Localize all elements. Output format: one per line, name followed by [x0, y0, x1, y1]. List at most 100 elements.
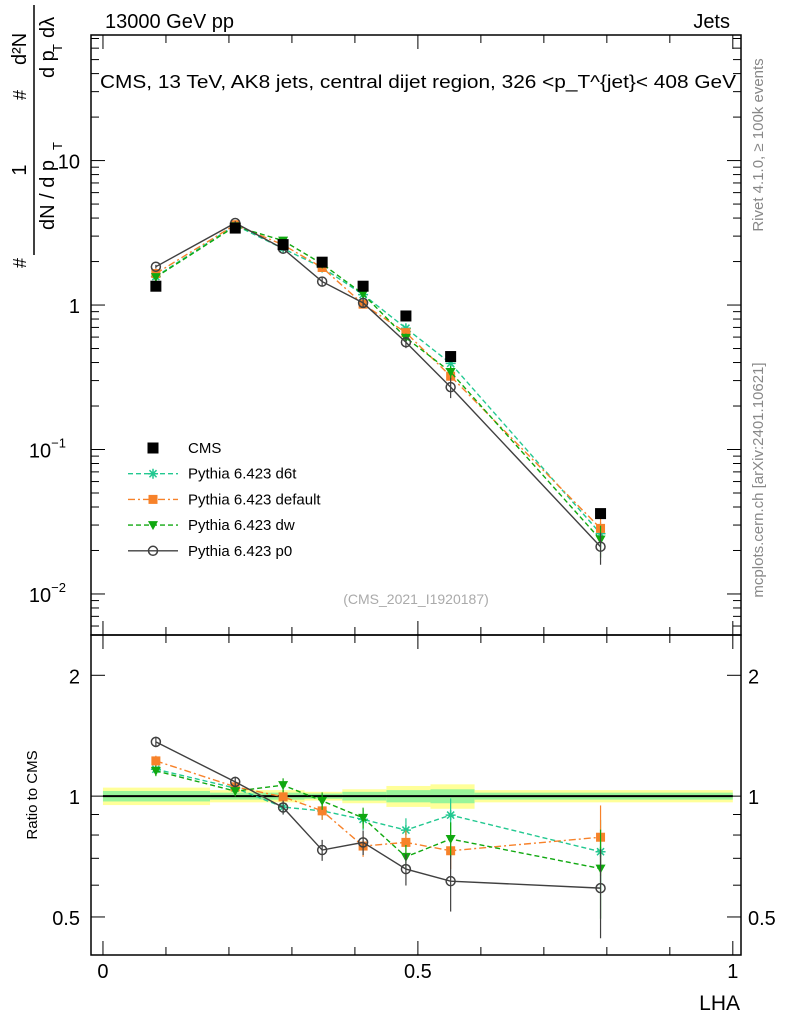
legend-marker	[148, 521, 158, 531]
y-label-hash: #	[10, 90, 30, 100]
data-point-cms	[595, 508, 607, 520]
data-point-dw	[278, 781, 289, 791]
x-tick-label: 0.5	[404, 961, 432, 983]
data-point-default	[278, 792, 288, 802]
legend-label: Pythia 6.423 default	[188, 491, 321, 508]
legend-marker	[148, 468, 158, 479]
y-label-num2: d²N	[9, 33, 31, 65]
data-point-cms	[150, 280, 162, 292]
y-label-lambda: dλ	[37, 17, 59, 38]
y-tick-label: 10−1	[29, 436, 66, 463]
ratio-frame	[90, 634, 742, 956]
y-label-one: 1	[9, 164, 31, 175]
y-label-den1: dN / d p	[37, 160, 59, 230]
data-point-dw	[445, 367, 456, 377]
data-point-default	[317, 806, 327, 816]
legend-marker	[148, 494, 158, 504]
series-line-default	[155, 223, 602, 529]
y-tick-label: 10−2	[29, 580, 66, 607]
y-label-den2: d p	[37, 50, 59, 78]
data-point-p0	[316, 276, 328, 287]
series-line-p0	[155, 222, 602, 548]
legend-entry: Pythia 6.423 dw	[128, 517, 295, 534]
series-d6t-ratio	[150, 764, 606, 891]
data-point-p0	[229, 776, 241, 788]
data-point-cms	[400, 310, 412, 322]
y-tick-exponent: −1	[51, 436, 66, 451]
legend-label: CMS	[188, 440, 221, 457]
plot-title: CMS, 13 TeV, AK8 jets, central dijet reg…	[100, 72, 736, 93]
axes: 0 0.5 1 10 1 10−1 10−2 2 2 1 1 0.5 0.5	[29, 34, 776, 983]
data-point-p0	[316, 844, 328, 856]
data-point-p0	[445, 875, 456, 887]
data-point-d6t	[445, 358, 456, 369]
data-point-dw	[150, 273, 161, 283]
data-point-p0	[400, 863, 412, 875]
ratio-y-tick-label: 1	[69, 787, 80, 809]
data-point-p0	[150, 261, 162, 272]
data-point-p0	[357, 297, 369, 309]
series-line-d6t	[155, 224, 602, 535]
data-point-cms	[229, 222, 241, 234]
ratio-y-label: Ratio to CMS	[24, 750, 41, 839]
y-tick-exponent: −2	[51, 580, 66, 595]
data-point-dw	[150, 766, 161, 776]
x-axis-label: LHA	[699, 992, 740, 1015]
data-point-d6t	[445, 810, 456, 821]
rivet-label: Rivet 4.1.0, ≥ 100k events	[750, 58, 767, 231]
ratio-y-tick-label: 0.5	[52, 908, 80, 930]
series-line-p0	[155, 741, 601, 889]
series-cms	[150, 222, 607, 520]
y-tick-label: 10	[58, 152, 80, 174]
legend-entry: CMS	[147, 440, 221, 457]
y-label-sub: T	[50, 142, 65, 150]
legend-entry: Pythia 6.423 p0	[128, 543, 292, 560]
series-dw-ratio	[150, 765, 606, 919]
series-p0-main	[150, 217, 606, 565]
header-right: Jets	[693, 11, 730, 33]
data-point-cms	[445, 351, 457, 363]
data-point-p0	[445, 381, 456, 393]
data-point-cms	[277, 239, 289, 251]
mcplots-label: mcplots.cern.ch [arXiv:2401.10621]	[750, 362, 767, 597]
data-point-p0	[595, 882, 606, 894]
y-label-sub: T	[50, 44, 65, 52]
data-point-p0	[595, 541, 606, 552]
legend-entry: Pythia 6.423 d6t	[128, 466, 297, 483]
legend: CMS Pythia 6.423 d6t Pythia 6.423 default P…	[128, 440, 321, 560]
y-axis-label: # 1 dN / d p T # d²N d p T dλ	[9, 5, 65, 268]
data-point-p0	[277, 802, 289, 813]
data-point-dw	[317, 796, 328, 806]
data-point-d6t	[400, 825, 411, 836]
ratio-y-tick-label: 1	[748, 787, 759, 809]
data-point-p0	[400, 336, 412, 348]
legend-marker	[147, 545, 159, 557]
data-point-cms	[316, 256, 328, 268]
y-tick-label: 1	[69, 296, 80, 318]
ratio-y-tick-label: 2	[69, 666, 80, 688]
data-point-cms	[357, 280, 369, 292]
legend-label: Pythia 6.423 dw	[188, 517, 295, 534]
x-tick-label: 1	[727, 961, 738, 983]
data-point-default	[151, 756, 161, 766]
data-marks	[150, 217, 607, 939]
data-point-p0	[357, 837, 369, 848]
legend-label: Pythia 6.423 d6t	[188, 466, 297, 483]
header-left: 13000 GeV pp	[105, 11, 234, 33]
data-point-p0	[150, 736, 162, 748]
data-point-dw	[358, 813, 369, 823]
data-point-default	[401, 837, 411, 847]
data-point-dw	[230, 787, 241, 797]
analysis-watermark: (CMS_2021_I1920187)	[343, 591, 489, 607]
x-tick-label: 0	[97, 961, 108, 983]
data-point-dw	[358, 290, 369, 300]
ratio-y-tick-label: 0.5	[748, 908, 776, 930]
ratio-uncertainty-bands	[102, 784, 733, 809]
data-point-default	[401, 328, 411, 338]
series-line-dw	[155, 770, 601, 870]
series-line-d6t	[155, 768, 601, 853]
legend-label: Pythia 6.423 p0	[188, 543, 292, 560]
series-p0-ratio	[150, 736, 606, 939]
legend-marker	[147, 442, 159, 454]
